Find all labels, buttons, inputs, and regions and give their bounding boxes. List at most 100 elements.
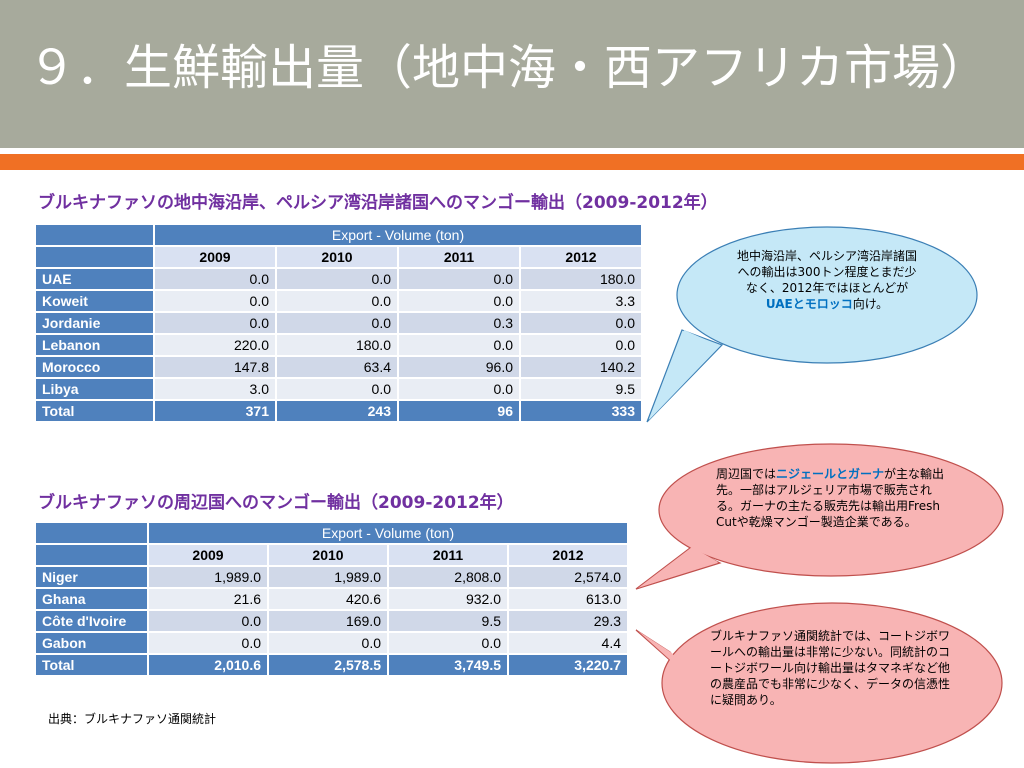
- cell: 0.0: [275, 289, 399, 313]
- table-mediterranean: Export - Volume (ton) 2009 2010 2011 201…: [34, 223, 643, 423]
- cell: 0.0: [147, 609, 269, 633]
- cell: 3.3: [519, 289, 643, 313]
- table-corner: [34, 521, 149, 545]
- callout-text: 周辺国では: [716, 467, 777, 481]
- callout-bubble-blue: [676, 226, 978, 364]
- table-row: Koweit 0.0 0.0 0.0 3.3: [34, 289, 643, 313]
- cell: 0.0: [147, 631, 269, 655]
- table-corner: [34, 223, 155, 247]
- table-row: Côte d'Ivoire 0.0 169.0 9.5 29.3: [34, 609, 629, 633]
- cell: 63.4: [275, 355, 399, 379]
- cell: 0.0: [275, 377, 399, 401]
- cell: 0.0: [397, 377, 521, 401]
- cell: 0.0: [397, 289, 521, 313]
- cell: 0.0: [153, 311, 277, 335]
- cell: 2,010.6: [147, 653, 269, 677]
- cell: 0.0: [397, 333, 521, 357]
- cell: 333: [519, 399, 643, 423]
- row-label: Gabon: [34, 631, 149, 655]
- table-row: Libya 3.0 0.0 0.0 9.5: [34, 377, 643, 401]
- cell: 96.0: [397, 355, 521, 379]
- callout-text: 地中海沿岸、ペルシア湾沿岸諸国への輸出は300トン程度とまだ少なく、2012年で…: [736, 249, 917, 295]
- cell: 0.0: [267, 631, 389, 655]
- row-label: Libya: [34, 377, 155, 401]
- cell: 932.0: [387, 587, 509, 611]
- callout-text-3: ブルキナファソ通関統計では、コートジボワールへの輸出量は非常に少ない。同統計のコ…: [710, 629, 951, 707]
- cell: 0.0: [519, 311, 643, 335]
- cell: 220.0: [153, 333, 277, 357]
- title-bar: ９．生鮮輸出量（地中海・西アフリカ市場）: [0, 0, 1024, 148]
- cell: 180.0: [275, 333, 399, 357]
- row-label: UAE: [34, 267, 155, 291]
- cell: 9.5: [387, 609, 509, 633]
- year-header: 2010: [275, 245, 399, 269]
- callout-text: が主な輸出先。一部はアルジェリア市場で販売される。ガーナの主たる販売先は輸出用F…: [716, 467, 945, 529]
- accent-stripe: [0, 154, 1024, 170]
- callout-bubble-red: [661, 602, 1003, 764]
- cell: 3,220.7: [507, 653, 629, 677]
- table-row: Ghana 21.6 420.6 932.0 613.0: [34, 587, 629, 611]
- cell: 0.0: [275, 311, 399, 335]
- cell: 96: [397, 399, 521, 423]
- callout-text-1: 地中海沿岸、ペルシア湾沿岸諸国への輸出は300トン程度とまだ少なく、2012年で…: [733, 248, 921, 312]
- year-header: 2010: [267, 543, 389, 567]
- cell: 3.0: [153, 377, 277, 401]
- cell: 1,989.0: [147, 565, 269, 589]
- table-corner: [34, 543, 149, 567]
- table-total-row: Total 2,010.6 2,578.5 3,749.5 3,220.7: [34, 653, 629, 677]
- cell: 9.5: [519, 377, 643, 401]
- year-header: 2012: [507, 543, 629, 567]
- cell: 4.4: [507, 631, 629, 655]
- cell: 0.0: [275, 267, 399, 291]
- cell: 2,574.0: [507, 565, 629, 589]
- cell: 29.3: [507, 609, 629, 633]
- row-label: Total: [34, 653, 149, 677]
- year-header: 2011: [397, 245, 521, 269]
- cell: 140.2: [519, 355, 643, 379]
- table-corner: [34, 245, 155, 269]
- cell: 147.8: [153, 355, 277, 379]
- table-row: Niger 1,989.0 1,989.0 2,808.0 2,574.0: [34, 565, 629, 589]
- table-header: Export - Volume (ton): [153, 223, 643, 247]
- cell: 613.0: [507, 587, 629, 611]
- table-row: Lebanon 220.0 180.0 0.0 0.0: [34, 333, 643, 357]
- cell: 0.0: [519, 333, 643, 357]
- year-header: 2009: [147, 543, 269, 567]
- callout-highlight: ニジェールとガーナ: [776, 467, 885, 481]
- cell: 0.3: [397, 311, 521, 335]
- row-label: Jordanie: [34, 311, 155, 335]
- callout-text: 向け。: [852, 297, 889, 311]
- cell: 0.0: [387, 631, 509, 655]
- cell: 2,578.5: [267, 653, 389, 677]
- cell: 371: [153, 399, 277, 423]
- table-row: UAE 0.0 0.0 0.0 180.0: [34, 267, 643, 291]
- cell: 1,989.0: [267, 565, 389, 589]
- section2-title: ブルキナファソの周辺国へのマンゴー輸出（2009-2012年）: [38, 493, 514, 513]
- table-header: Export - Volume (ton): [147, 521, 629, 545]
- row-label: Total: [34, 399, 155, 423]
- cell: 2,808.0: [387, 565, 509, 589]
- table-row: Morocco 147.8 63.4 96.0 140.2: [34, 355, 643, 379]
- year-header: 2011: [387, 543, 509, 567]
- cell: 180.0: [519, 267, 643, 291]
- cell: 420.6: [267, 587, 389, 611]
- source-note: 出典：ブルキナファソ通関統計: [48, 712, 217, 726]
- slide-title: ９．生鮮輸出量（地中海・西アフリカ市場）: [28, 40, 989, 96]
- cell: 3,749.5: [387, 653, 509, 677]
- row-label: Lebanon: [34, 333, 155, 357]
- row-label: Côte d'Ivoire: [34, 609, 149, 633]
- cell: 21.6: [147, 587, 269, 611]
- year-header: 2012: [519, 245, 643, 269]
- cell: 0.0: [153, 267, 277, 291]
- row-label: Niger: [34, 565, 149, 589]
- cell: 243: [275, 399, 399, 423]
- callout-text-2: 周辺国ではニジェールとガーナが主な輸出先。一部はアルジェリア市場で販売される。ガ…: [716, 466, 950, 530]
- row-label: Ghana: [34, 587, 149, 611]
- table-row: Gabon 0.0 0.0 0.0 4.4: [34, 631, 629, 655]
- table-row: Jordanie 0.0 0.0 0.3 0.0: [34, 311, 643, 335]
- cell: 0.0: [397, 267, 521, 291]
- section1-title: ブルキナファソの地中海沿岸、ペルシア湾沿岸諸国へのマンゴー輸出（2009-201…: [38, 193, 718, 213]
- year-header: 2009: [153, 245, 277, 269]
- table-total-row: Total 371 243 96 333: [34, 399, 643, 423]
